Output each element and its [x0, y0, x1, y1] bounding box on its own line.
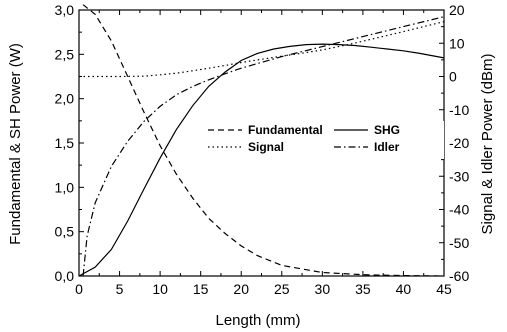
series-line-idler [82, 16, 445, 277]
y-right-tick-label: 20 [449, 2, 465, 18]
series-line-shg [78, 43, 445, 277]
y-left-tick-label: 3,0 [55, 2, 75, 18]
y-left-tick-label: 0,5 [55, 224, 75, 240]
legend-box [202, 121, 444, 159]
legend-label-idler: Idler [374, 140, 400, 154]
y-left-tick-label: 1,0 [55, 179, 75, 195]
y-right-tick-label: 10 [449, 35, 465, 51]
series-group [78, 4, 445, 277]
series-line-fundamental [82, 4, 445, 277]
y-right-tick-label: -30 [449, 168, 469, 184]
x-tick-label: 40 [396, 281, 412, 297]
x-tick-label: 0 [75, 281, 83, 297]
x-tick-label: 35 [355, 281, 371, 297]
series-line-signal [79, 21, 445, 78]
y-left-tick-label: 2,5 [55, 46, 75, 62]
legend: Fundamental SHG Signal Idler [202, 121, 444, 159]
legend-label-signal: Signal [248, 140, 284, 154]
y-left-tick-label: 1,5 [55, 135, 75, 151]
x-tick-label: 20 [233, 281, 249, 297]
x-tick-label: 30 [315, 281, 331, 297]
y-left-tick-label: 0,0 [55, 268, 75, 284]
y-right-tick-label: 0 [449, 69, 457, 85]
x-tick-label: 45 [436, 281, 452, 297]
y-right-tick-label: -20 [449, 135, 469, 151]
y-axis-left-title: Fundamental & SH Power (W) [7, 43, 24, 245]
legend-label-shg: SHG [374, 123, 400, 137]
ticks-group: 0 5 10 15 20 25 30 35 40 45 0,0 0,5 1,0 1,5 2,0 2,5 3,0 -… [55, 2, 470, 297]
x-tick-label: 25 [274, 281, 290, 297]
y-left-tick-label: 2,0 [55, 91, 75, 107]
y-right-tick-label: -50 [449, 235, 469, 251]
x-tick-label: 5 [116, 281, 124, 297]
y-right-tick-label: -60 [449, 268, 469, 284]
x-axis-title: Length (mm) [215, 312, 300, 329]
y-right-tick-label: -40 [449, 202, 469, 218]
x-tick-label: 10 [152, 281, 168, 297]
x-tick-label: 15 [193, 281, 209, 297]
y-right-tick-label: -10 [449, 102, 469, 118]
legend-label-fundamental: Fundamental [248, 123, 323, 137]
y-axis-right-title: Signal & Idler Power (dBm) [479, 54, 496, 235]
